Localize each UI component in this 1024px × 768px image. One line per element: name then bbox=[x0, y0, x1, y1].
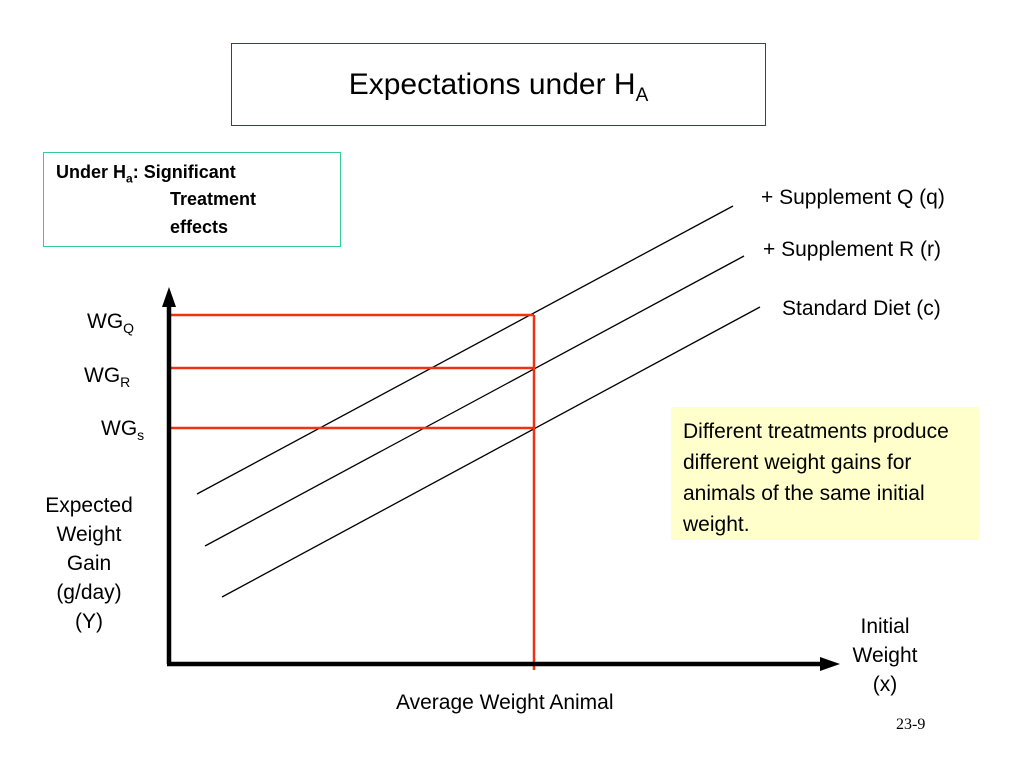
label-wg-r: WGR bbox=[84, 364, 131, 391]
hypothesis-line-3: effects bbox=[170, 217, 229, 237]
hypothesis-box bbox=[43, 152, 341, 247]
y-axis-arrow bbox=[162, 287, 176, 307]
x-axis-label: Initial Weight (x) bbox=[852, 615, 918, 696]
label-supplement-q: + Supplement Q (q) bbox=[761, 186, 945, 209]
slide-title-subscript: A bbox=[635, 85, 649, 106]
slide-title-main: Expectations under H bbox=[348, 68, 636, 101]
hypothesis-line-1: Under Ha: Significant bbox=[56, 162, 236, 186]
x-axis-arrow bbox=[820, 657, 840, 671]
label-supplement-r: + Supplement R (r) bbox=[763, 238, 941, 261]
note-text: Different treatments produce different w… bbox=[683, 420, 949, 536]
line-standard-diet bbox=[221, 306, 761, 598]
note-box bbox=[671, 407, 979, 540]
title-box bbox=[231, 43, 766, 126]
line-supplement-r bbox=[204, 255, 745, 547]
label-wg-q: WGQ bbox=[87, 310, 135, 337]
hypothesis-line-2: Treatment bbox=[170, 189, 257, 209]
line-supplement-q bbox=[196, 205, 734, 495]
y-axis-label: Expected Weight Gain (g/day) (Y) bbox=[45, 494, 133, 633]
label-standard-diet: Standard Diet (c) bbox=[782, 297, 941, 320]
slide-number: 23-9 bbox=[896, 716, 926, 733]
label-wg-s: WGs bbox=[101, 417, 145, 444]
slide-title: Expectations under HA bbox=[231, 68, 766, 107]
x-reference-label: Average Weight Animal bbox=[396, 691, 614, 714]
